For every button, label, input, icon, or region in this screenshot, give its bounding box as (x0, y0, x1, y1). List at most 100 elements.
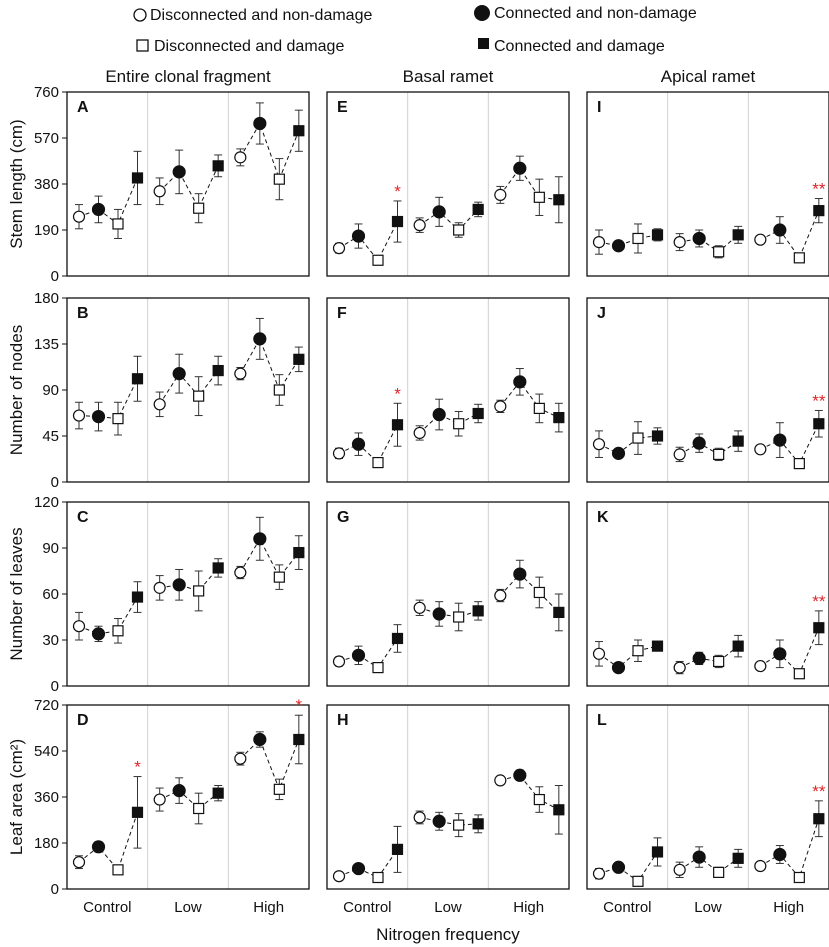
legend-label: Connected and non-damage (494, 5, 697, 22)
significance-marker: * (134, 758, 141, 777)
data-point (193, 585, 205, 597)
data-point (253, 116, 267, 131)
series-line (598, 435, 658, 454)
x-tick-label: Control (343, 899, 391, 916)
panel-G: G (326, 501, 570, 687)
y-tick-label: 760 (34, 84, 59, 101)
data-point (112, 218, 124, 230)
y-tick-label: 120 (34, 494, 59, 511)
x-tick-label: Low (694, 899, 722, 916)
y-tick-label: 190 (34, 222, 59, 239)
series-line (78, 378, 138, 420)
panel-label: K (597, 509, 609, 526)
legend-marker-filled-square (478, 38, 489, 49)
y-axis-title: Stem length (cm) (7, 119, 26, 248)
x-tick-label: Low (434, 899, 462, 916)
data-point (72, 620, 86, 633)
data-point (513, 768, 527, 782)
data-point (773, 647, 787, 661)
series-line (338, 849, 398, 879)
data-point (692, 436, 706, 450)
data-point (813, 205, 825, 217)
series-line (760, 627, 820, 675)
series-line (338, 638, 398, 669)
x-tick-label: High (253, 899, 284, 916)
significance-marker: ** (812, 180, 826, 199)
data-point (432, 205, 446, 219)
data-point (432, 607, 446, 621)
series-line (78, 812, 138, 871)
data-point (391, 632, 404, 645)
data-point (611, 446, 626, 460)
data-point (91, 202, 106, 217)
data-point (692, 850, 706, 864)
data-point (212, 562, 224, 574)
data-point (754, 659, 767, 673)
data-point (273, 783, 285, 795)
y-tick-label: 180 (34, 290, 59, 307)
series-line (159, 790, 219, 810)
data-point (651, 640, 664, 652)
data-point (234, 151, 247, 164)
data-point (793, 668, 805, 680)
x-tick-label: High (773, 899, 804, 916)
data-point (234, 752, 247, 765)
data-point (673, 661, 686, 674)
y-tick-label: 180 (34, 835, 59, 852)
data-point (432, 814, 446, 828)
series-line (679, 645, 739, 669)
x-tick-label: Control (603, 899, 651, 916)
data-point (91, 840, 106, 854)
data-point (632, 645, 644, 657)
x-tick-label: Low (174, 899, 202, 916)
y-tick-label: 380 (34, 176, 59, 193)
x-tick-label: High (513, 899, 544, 916)
y-tick-label: 360 (34, 789, 59, 806)
significance-marker: ** (812, 391, 826, 410)
data-point (193, 202, 205, 214)
data-point (273, 384, 285, 396)
data-point (413, 601, 426, 614)
panel-frame (66, 501, 310, 687)
data-point (553, 606, 565, 619)
series-line (499, 167, 559, 201)
data-point (732, 640, 744, 652)
y-tick-label: 570 (34, 130, 59, 147)
data-point (732, 852, 744, 864)
data-point (293, 353, 305, 365)
y-tick-label: 30 (42, 632, 59, 649)
data-point (592, 236, 606, 249)
y-axis-title: Number of nodes (7, 325, 26, 455)
data-point (72, 856, 86, 869)
data-point (533, 191, 545, 203)
data-point (553, 412, 565, 424)
data-point (253, 532, 267, 546)
data-point (592, 438, 606, 451)
series-line (159, 370, 219, 405)
data-point (533, 793, 545, 806)
data-point (793, 871, 805, 884)
x-axis-labels: Control Low High Control Low High Control Low Hi… (83, 899, 804, 916)
data-point (172, 165, 186, 179)
data-point (773, 847, 787, 862)
series-line (78, 596, 138, 635)
y-tick-label: 0 (51, 678, 59, 695)
data-point (813, 418, 825, 430)
data-point (651, 229, 664, 241)
data-point (91, 409, 106, 424)
data-point (713, 448, 725, 460)
y-tick-label: 90 (42, 382, 59, 399)
panel-frame (66, 91, 310, 277)
data-point (391, 843, 404, 855)
data-point (692, 651, 706, 666)
series-line (500, 774, 560, 811)
data-point (131, 806, 144, 818)
panel-label: J (597, 305, 606, 322)
panel-B: B 0 45 90 135 180 Number of nodes (7, 290, 310, 491)
data-point (611, 660, 626, 675)
panel-D: D 0 180 360 540 720 Leaf area (cm²) * * (7, 696, 310, 898)
y-tick-label: 0 (51, 881, 59, 898)
data-point (253, 332, 267, 346)
legend-marker-open-circle (133, 8, 147, 22)
data-point (533, 586, 545, 599)
